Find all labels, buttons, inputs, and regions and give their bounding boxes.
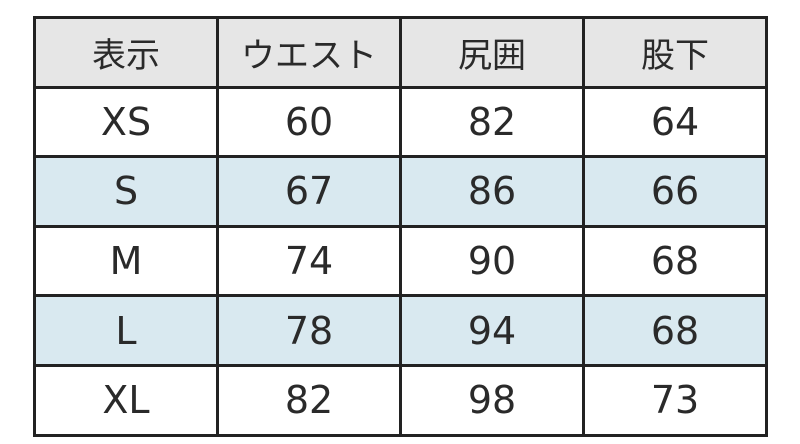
- cell-waist: 78: [216, 294, 402, 367]
- cell-size: XS: [33, 85, 219, 159]
- table-row: XL 82 98 73: [33, 363, 768, 437]
- cell-waist: 74: [216, 224, 402, 298]
- cell-hip: 86: [399, 155, 585, 228]
- header-waist: ウエスト: [216, 16, 402, 89]
- cell-size: M: [33, 224, 219, 298]
- cell-inseam: 68: [582, 224, 768, 298]
- cell-size: S: [33, 155, 219, 228]
- cell-inseam: 73: [582, 363, 768, 437]
- header-size: 表示: [33, 16, 219, 89]
- table-row: S 67 86 66: [33, 155, 768, 228]
- table-row: XS 60 82 64: [33, 85, 768, 159]
- header-row: 表示 ウエスト 尻囲 股下: [33, 16, 768, 89]
- size-table: 表示 ウエスト 尻囲 股下 XS 60 82 64 S 67 86 66 M 7…: [33, 16, 768, 437]
- cell-waist: 82: [216, 363, 402, 437]
- cell-size: XL: [33, 363, 219, 437]
- cell-inseam: 68: [582, 294, 768, 367]
- table-row: M 74 90 68: [33, 224, 768, 298]
- cell-hip: 82: [399, 85, 585, 159]
- cell-hip: 94: [399, 294, 585, 367]
- header-hip: 尻囲: [399, 16, 585, 89]
- cell-size: L: [33, 294, 219, 367]
- cell-inseam: 66: [582, 155, 768, 228]
- cell-waist: 60: [216, 85, 402, 159]
- cell-hip: 90: [399, 224, 585, 298]
- table-row: L 78 94 68: [33, 294, 768, 367]
- cell-hip: 98: [399, 363, 585, 437]
- cell-waist: 67: [216, 155, 402, 228]
- cell-inseam: 64: [582, 85, 768, 159]
- header-inseam: 股下: [582, 16, 768, 89]
